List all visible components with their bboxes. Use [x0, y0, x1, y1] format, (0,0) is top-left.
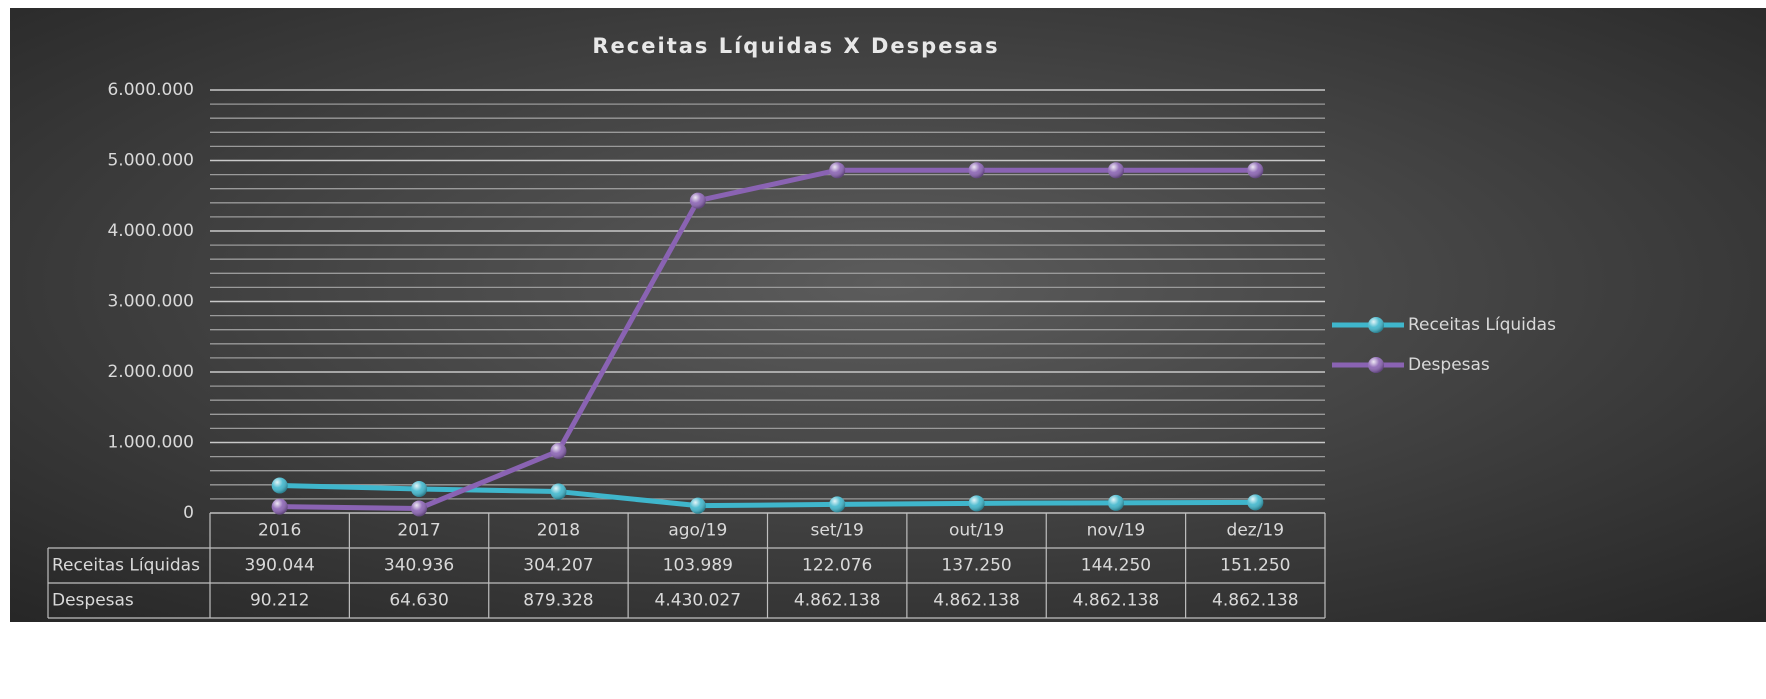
- x-tick-label: nov/19: [1087, 521, 1146, 541]
- data-point-shine: [689, 497, 706, 514]
- y-tick-label: 0: [183, 503, 194, 523]
- legend-marker-shine: [1368, 317, 1384, 333]
- series-line: [279, 167, 1256, 511]
- y-tick-label: 6.000.000: [107, 80, 194, 100]
- x-tick-label: 2018: [537, 521, 580, 541]
- data-point-shine: [1107, 162, 1124, 179]
- data-point-shine: [271, 498, 288, 515]
- x-tick-label: 2017: [397, 521, 440, 541]
- data-point-shine: [1247, 162, 1264, 179]
- data-point-shine: [829, 162, 846, 179]
- table-cell: 137.250: [941, 556, 1011, 576]
- data-point-shine: [411, 480, 428, 497]
- data-point-shine: [689, 192, 706, 209]
- data-point-shine: [968, 495, 985, 512]
- x-tick-label: ago/19: [668, 521, 727, 541]
- data-point-shine: [1107, 494, 1124, 511]
- x-tick-label: out/19: [949, 521, 1004, 541]
- table-cell: 122.076: [802, 556, 872, 576]
- x-tick-label: 2016: [258, 521, 301, 541]
- series-line: [279, 483, 1256, 509]
- table-cell: 90.212: [250, 591, 309, 611]
- table-cell: 151.250: [1220, 556, 1290, 576]
- data-point-shine: [1247, 494, 1264, 511]
- legend-marker-shine: [1368, 357, 1384, 373]
- data-point-shine: [550, 443, 567, 460]
- table-cell: 879.328: [523, 591, 593, 611]
- y-tick-label: 3.000.000: [107, 292, 194, 312]
- table-row-label: Receitas Líquidas: [52, 556, 200, 576]
- y-tick-label: 5.000.000: [107, 151, 194, 171]
- table-cell: 144.250: [1081, 556, 1151, 576]
- legend-label: Despesas: [1408, 355, 1490, 375]
- x-tick-label: dez/19: [1227, 521, 1285, 541]
- data-point-shine: [829, 496, 846, 513]
- data-point-shine: [550, 483, 567, 500]
- table-cell: 304.207: [523, 556, 593, 576]
- table-cell: 390.044: [245, 556, 315, 576]
- data-point-shine: [411, 500, 428, 517]
- data-point-shine: [271, 477, 288, 494]
- table-cell: 103.989: [663, 556, 733, 576]
- table-cell: 4.862.138: [1073, 591, 1160, 611]
- table-cell: 4.862.138: [794, 591, 881, 611]
- y-tick-label: 2.000.000: [107, 362, 194, 382]
- chart-title: Receitas Líquidas X Despesas: [592, 34, 999, 58]
- legend-label: Receitas Líquidas: [1408, 315, 1556, 335]
- y-tick-label: 4.000.000: [107, 221, 194, 241]
- y-tick-label: 1.000.000: [107, 433, 194, 453]
- table-cell: 4.862.138: [1212, 591, 1299, 611]
- table-row-label: Despesas: [52, 591, 134, 611]
- data-point-shine: [968, 162, 985, 179]
- x-tick-label: set/19: [811, 521, 864, 541]
- table-cell: 4.430.027: [655, 591, 742, 611]
- table-cell: 64.630: [389, 591, 448, 611]
- table-cell: 4.862.138: [933, 591, 1020, 611]
- table-cell: 340.936: [384, 556, 454, 576]
